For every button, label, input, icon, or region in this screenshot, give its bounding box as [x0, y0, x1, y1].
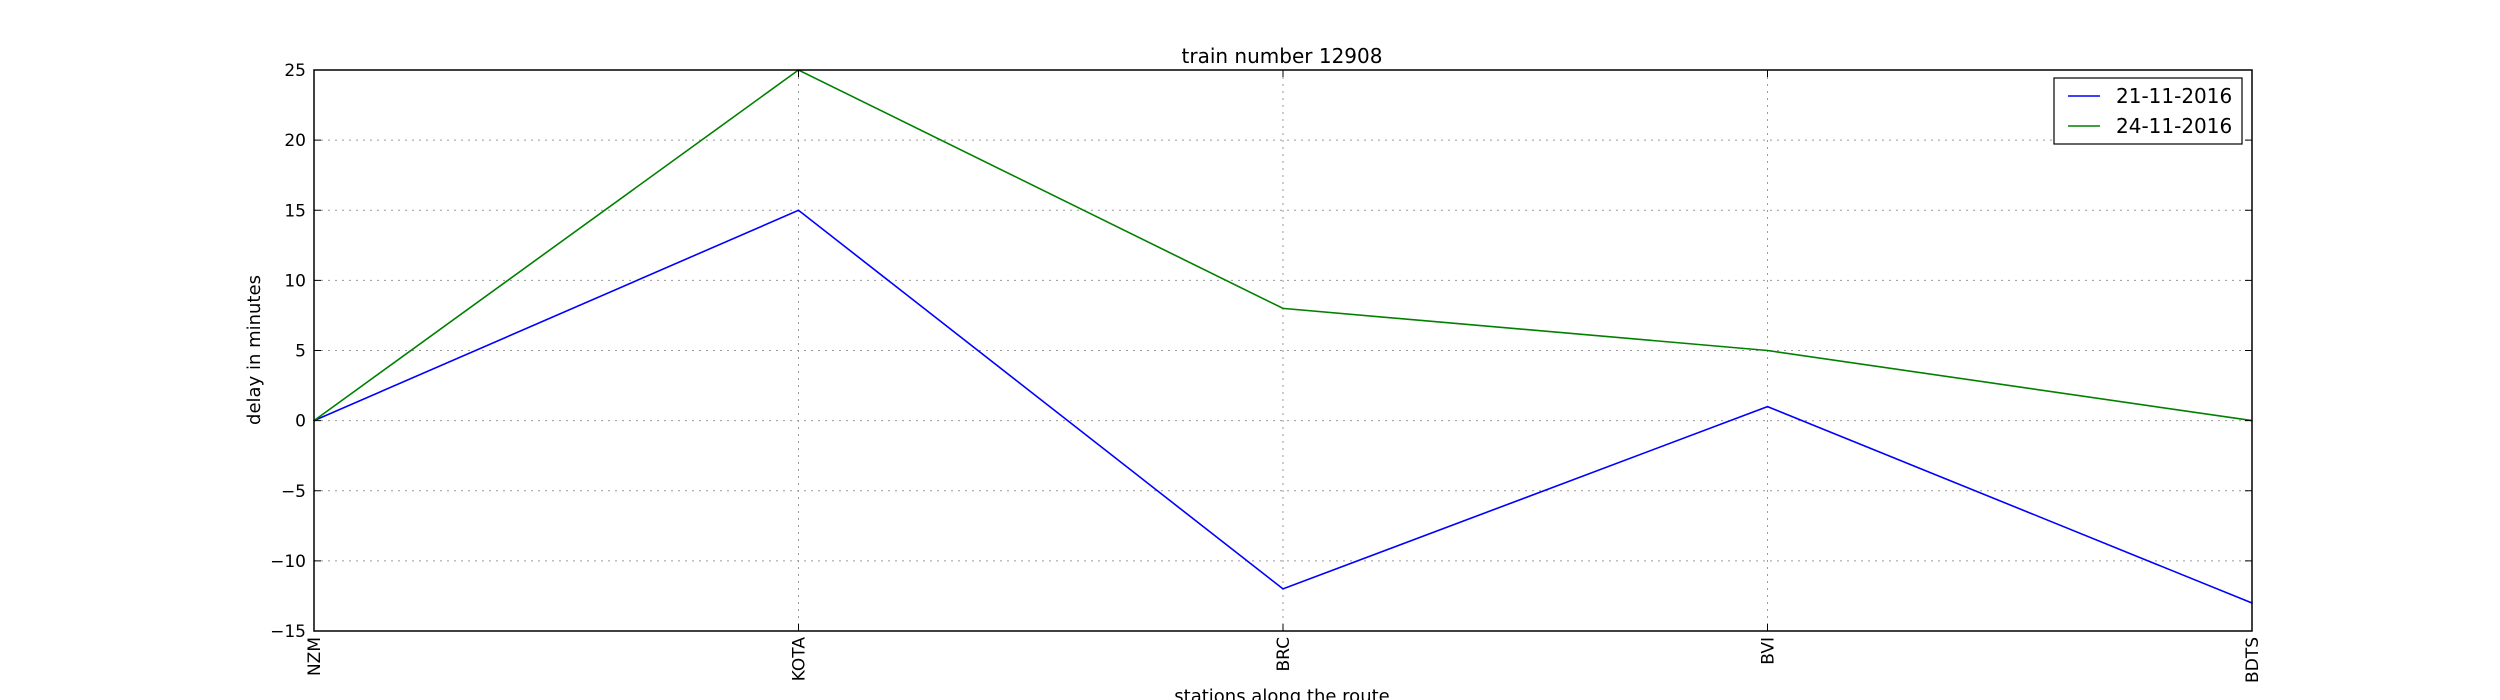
- legend-label-1: 24-11-2016: [2116, 114, 2232, 138]
- data-point: [1766, 405, 1769, 408]
- y-tick-labels: −15 −10 −5 0 5 10 15 20 25: [270, 61, 306, 642]
- y-tick-label: −10: [270, 552, 306, 572]
- y-tick-label: 15: [284, 201, 306, 221]
- x-tick-labels: NZM KOTA BRC BVI BDTS: [305, 637, 2263, 683]
- y-tick-label: 20: [284, 131, 306, 151]
- y-tick-label: 10: [284, 271, 306, 291]
- x-tick-label: NZM: [305, 637, 325, 676]
- grid: [313, 69, 2253, 632]
- y-tick-label: −15: [270, 622, 306, 642]
- chart-title: train number 12908: [1182, 44, 1383, 68]
- y-tick-label: 5: [295, 342, 306, 362]
- y-tick-label: 0: [295, 412, 306, 432]
- legend-label-0: 21-11-2016: [2116, 84, 2232, 108]
- x-tick-label: BVI: [1759, 637, 1779, 665]
- legend-box: [2053, 77, 2243, 145]
- axis-ticks: [313, 69, 2253, 632]
- y-tick-label: −5: [281, 482, 306, 502]
- x-tick-label: BDTS: [2243, 637, 2263, 683]
- data-point: [1282, 588, 1284, 590]
- data-point: [797, 209, 800, 212]
- x-tick-label: BRC: [1274, 637, 1294, 672]
- y-axis-label: delay in minutes: [244, 275, 265, 425]
- data-point: [1766, 349, 1769, 352]
- x-tick-label: KOTA: [790, 637, 810, 682]
- data-point: [1282, 307, 1284, 310]
- legend: 21-11-2016 24-11-2016: [2053, 77, 2243, 145]
- x-axis-label: stations along the route: [1174, 686, 1389, 700]
- y-tick-label: 25: [284, 61, 306, 81]
